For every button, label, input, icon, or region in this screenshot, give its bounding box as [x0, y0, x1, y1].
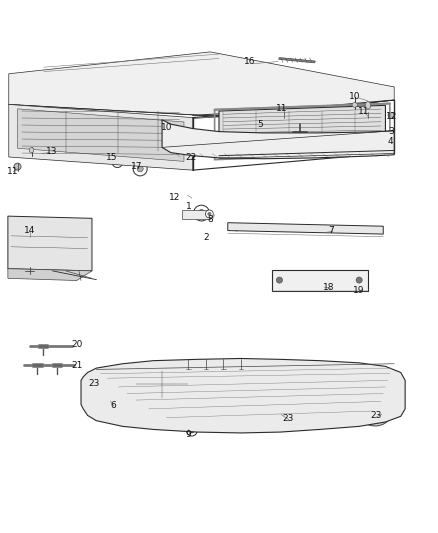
- Text: 23: 23: [88, 379, 99, 389]
- Text: 14: 14: [24, 226, 35, 235]
- Circle shape: [372, 228, 377, 233]
- Ellipse shape: [366, 407, 385, 422]
- Polygon shape: [9, 52, 394, 118]
- Text: 6: 6: [110, 401, 116, 410]
- Circle shape: [279, 103, 288, 112]
- Polygon shape: [29, 147, 34, 153]
- Circle shape: [364, 103, 372, 112]
- Ellipse shape: [183, 140, 198, 148]
- Bar: [272, 270, 368, 290]
- Circle shape: [198, 209, 205, 216]
- Polygon shape: [219, 106, 385, 157]
- Circle shape: [276, 277, 283, 283]
- Polygon shape: [352, 102, 357, 108]
- Circle shape: [99, 373, 115, 388]
- Text: 15: 15: [106, 152, 117, 161]
- Polygon shape: [365, 101, 371, 109]
- Text: 17: 17: [131, 161, 142, 171]
- Circle shape: [137, 166, 143, 172]
- Text: 10: 10: [349, 93, 360, 101]
- Circle shape: [234, 226, 239, 231]
- Polygon shape: [81, 359, 405, 433]
- Ellipse shape: [361, 403, 391, 426]
- Circle shape: [190, 152, 194, 156]
- Circle shape: [32, 249, 40, 257]
- Polygon shape: [18, 109, 184, 161]
- Polygon shape: [8, 269, 92, 280]
- Circle shape: [28, 148, 35, 156]
- Text: 13: 13: [46, 147, 57, 156]
- Circle shape: [388, 112, 394, 118]
- Bar: [12, 256, 45, 268]
- Text: 21: 21: [71, 361, 82, 370]
- Polygon shape: [279, 58, 315, 63]
- Circle shape: [187, 425, 197, 436]
- Circle shape: [205, 210, 213, 218]
- Text: 11: 11: [358, 107, 369, 116]
- Text: 16: 16: [244, 58, 255, 67]
- Circle shape: [115, 160, 120, 165]
- Text: 3: 3: [388, 127, 394, 136]
- Text: 10: 10: [161, 123, 172, 132]
- Circle shape: [378, 405, 386, 413]
- Text: 2: 2: [203, 232, 208, 241]
- Text: 19: 19: [353, 286, 365, 295]
- Text: 12: 12: [386, 112, 398, 121]
- Bar: [182, 209, 210, 219]
- Text: 22: 22: [185, 153, 196, 162]
- Text: 18: 18: [323, 283, 334, 292]
- Text: 11: 11: [7, 166, 19, 175]
- Text: 9: 9: [185, 430, 191, 439]
- Text: 23: 23: [370, 411, 381, 421]
- Text: 4: 4: [388, 137, 393, 146]
- Circle shape: [13, 249, 21, 257]
- Text: 12: 12: [169, 193, 180, 202]
- Circle shape: [208, 212, 211, 216]
- Bar: [13, 221, 50, 243]
- Text: 8: 8: [208, 215, 214, 224]
- Polygon shape: [228, 223, 383, 234]
- Circle shape: [133, 162, 147, 176]
- Circle shape: [356, 277, 362, 283]
- Text: 11: 11: [276, 104, 288, 114]
- Polygon shape: [9, 104, 193, 170]
- Polygon shape: [162, 120, 394, 159]
- Ellipse shape: [20, 120, 64, 145]
- Circle shape: [285, 409, 293, 418]
- Circle shape: [14, 163, 21, 170]
- Circle shape: [22, 249, 30, 257]
- Circle shape: [351, 97, 359, 105]
- Ellipse shape: [26, 125, 57, 141]
- Text: 23: 23: [283, 415, 294, 423]
- Polygon shape: [8, 216, 92, 271]
- Circle shape: [112, 157, 123, 167]
- Circle shape: [188, 150, 196, 158]
- Bar: [136, 371, 188, 398]
- Text: 20: 20: [71, 341, 82, 350]
- Circle shape: [190, 429, 194, 433]
- Circle shape: [26, 268, 33, 274]
- Circle shape: [103, 376, 112, 385]
- Ellipse shape: [179, 138, 202, 150]
- Text: 1: 1: [185, 203, 191, 212]
- Circle shape: [194, 205, 209, 221]
- Text: 5: 5: [258, 120, 264, 129]
- Text: 7: 7: [328, 225, 335, 235]
